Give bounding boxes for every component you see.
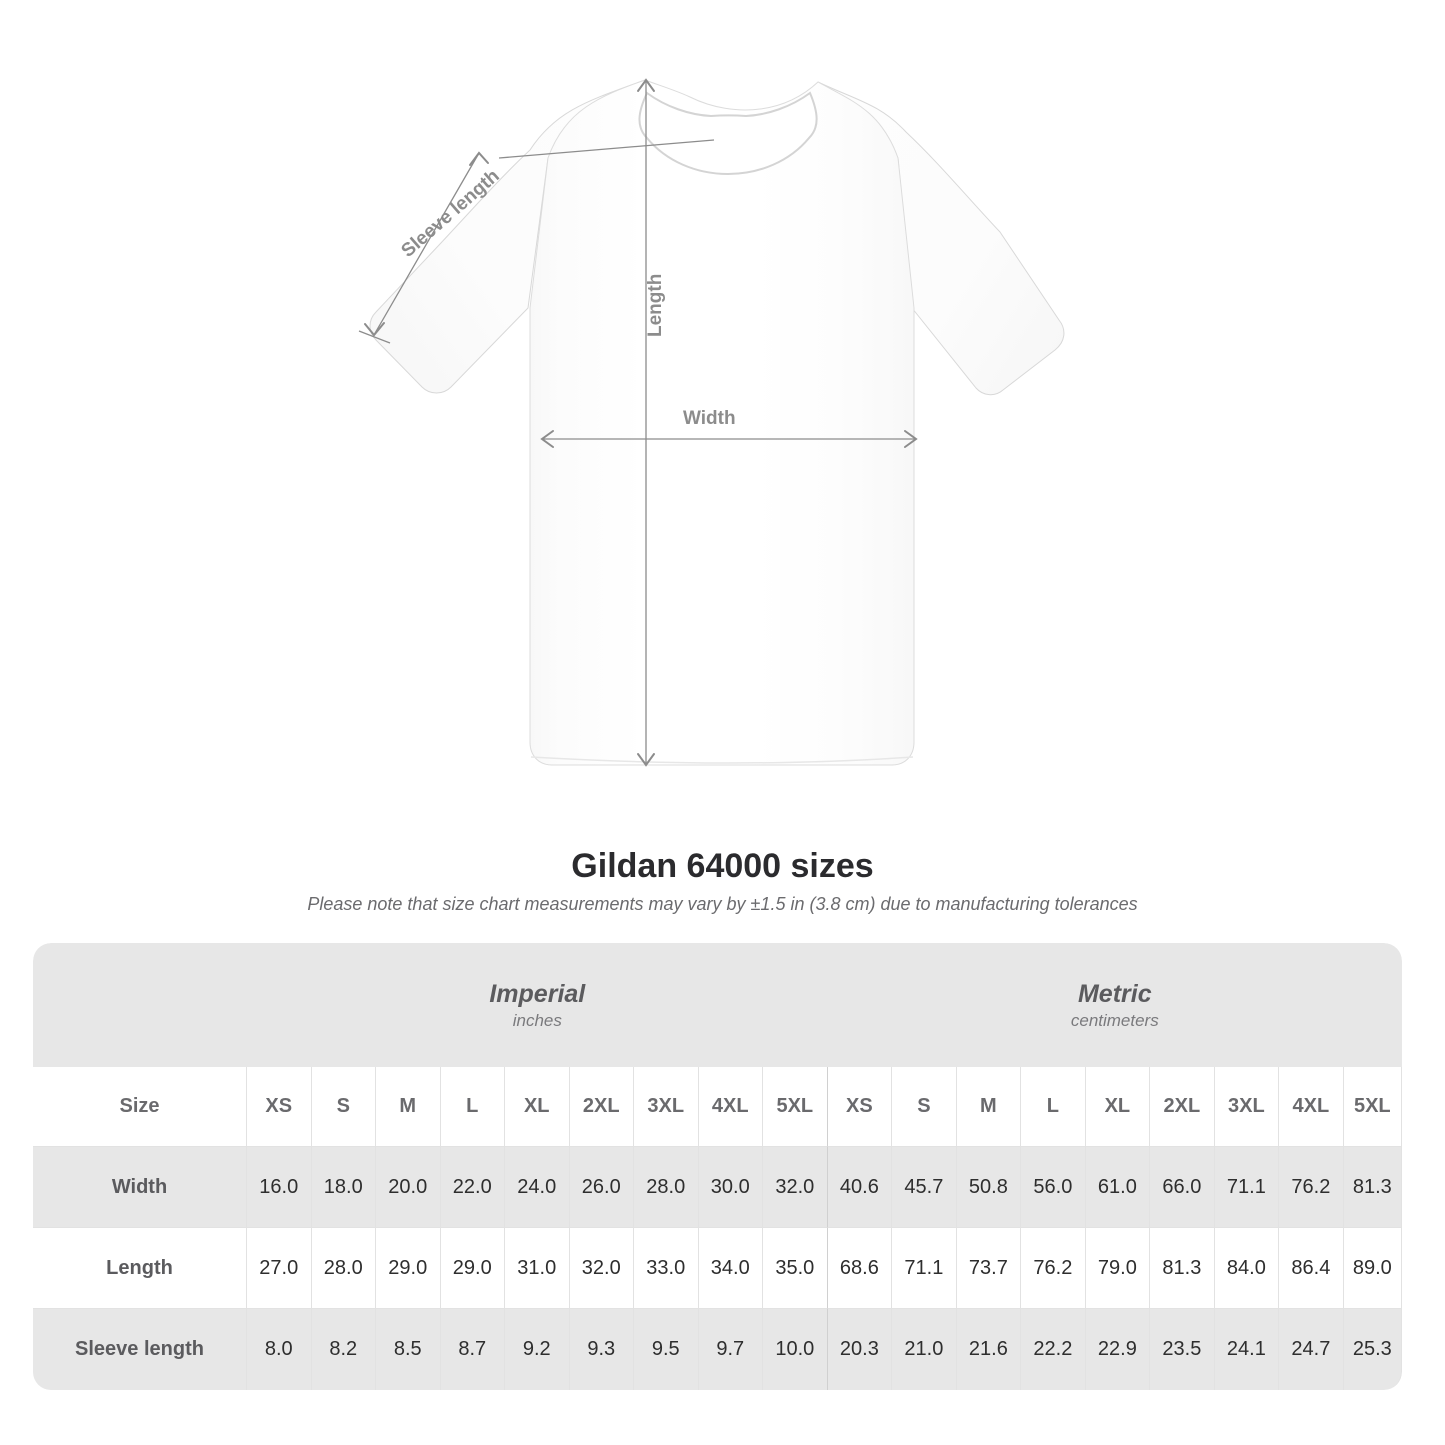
svg-text:Width: Width bbox=[683, 408, 736, 429]
svg-text:Length: Length bbox=[645, 274, 666, 337]
